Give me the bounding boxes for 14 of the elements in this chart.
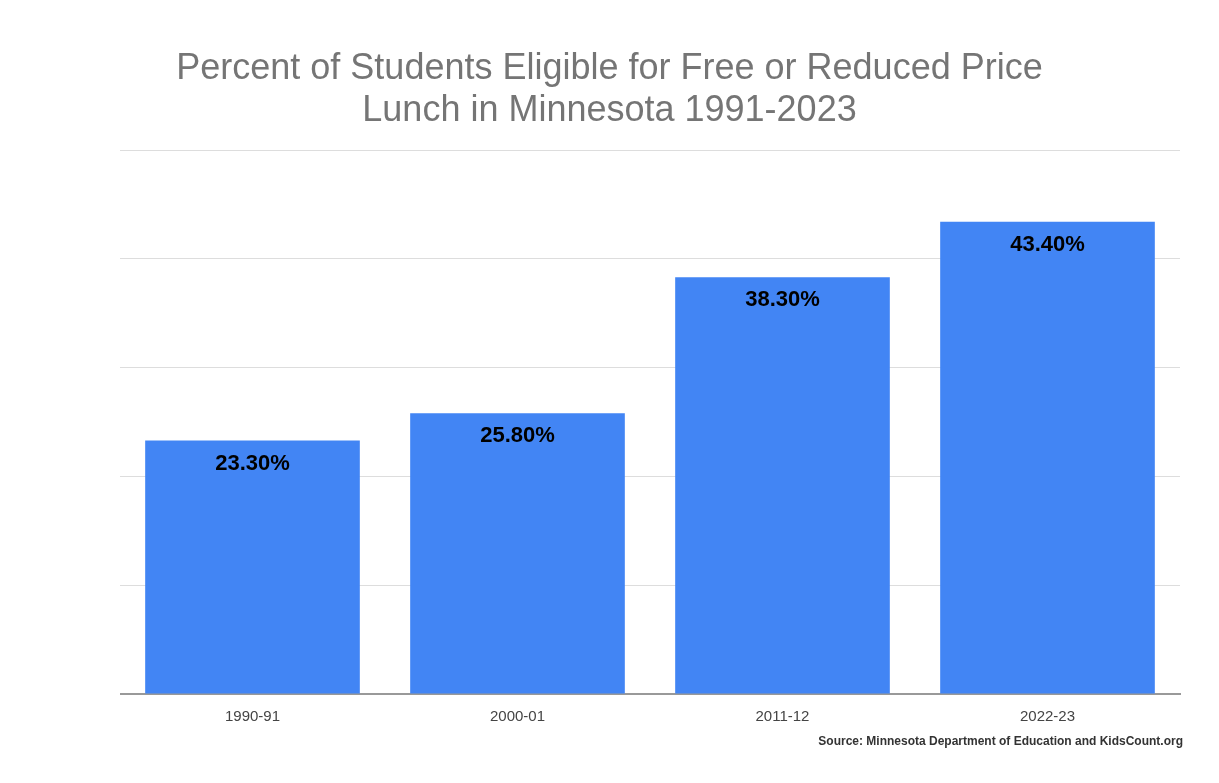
- x-tick-label: 2022-23: [1019, 707, 1076, 725]
- data-label: 23.30%: [215, 449, 290, 475]
- data-label: 38.30%: [745, 286, 820, 312]
- x-tick-label: 2011-12: [755, 707, 810, 725]
- bar: [145, 440, 360, 694]
- bar: [940, 221, 1155, 694]
- bar: [410, 413, 625, 694]
- bar: [675, 277, 890, 694]
- source-note: Source: Minnesota Department of Education and KidsCount.org: [818, 734, 1183, 748]
- chart-title: Percent of Students Eligible for Free or Reduced Price Lunch in Minnesota 1991-2023: [175, 46, 1044, 130]
- data-label: 43.40%: [1010, 230, 1085, 256]
- x-tick-label: 2000-01: [489, 707, 546, 725]
- data-label: 25.80%: [480, 422, 555, 448]
- x-tick-label: 1990-91: [224, 707, 281, 725]
